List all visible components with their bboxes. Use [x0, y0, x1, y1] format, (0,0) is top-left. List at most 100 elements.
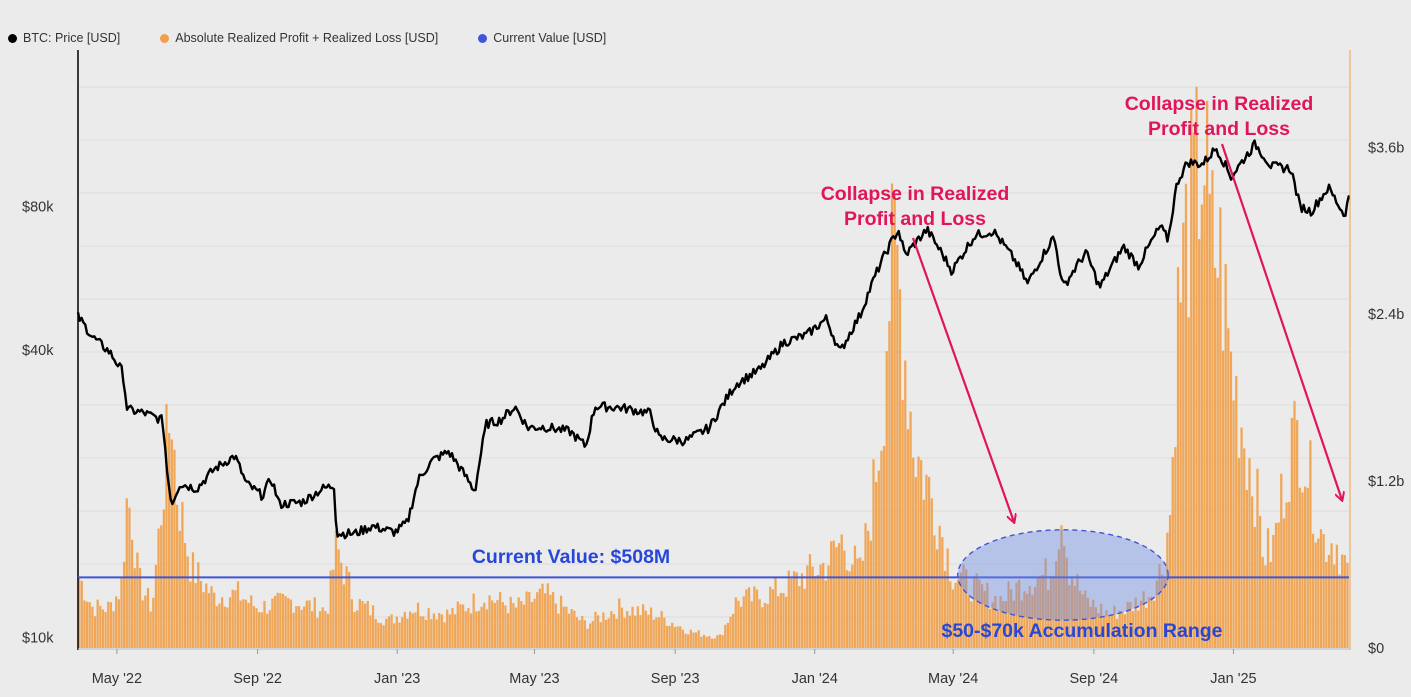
realized-pl-bar	[512, 603, 515, 648]
realized-pl-bar	[104, 612, 107, 648]
realized-pl-bar	[1245, 490, 1248, 648]
legend-item-2[interactable]: Current Value [USD]	[478, 31, 606, 45]
realized-pl-bar	[594, 611, 597, 648]
realized-pl-bar	[718, 634, 722, 648]
realized-pl-bar	[742, 596, 745, 648]
realized-pl-bar	[1243, 448, 1246, 648]
realized-pl-bar	[922, 499, 925, 648]
realized-pl-bar	[475, 611, 478, 648]
realized-pl-bar	[1100, 603, 1103, 648]
realized-pl-bar	[557, 613, 560, 648]
realized-pl-bar	[363, 603, 367, 648]
realized-pl-bar	[618, 598, 621, 648]
realized-pl-bar	[1158, 564, 1161, 648]
realized-pl-bar	[835, 547, 838, 648]
realized-pl-bar	[1277, 522, 1280, 648]
x-tick-label: May '24	[928, 671, 978, 687]
realized-pl-bar	[567, 613, 571, 648]
realized-pl-bar	[115, 596, 118, 648]
realized-pl-bar	[957, 579, 960, 648]
realized-pl-bar	[1314, 542, 1317, 648]
realized-pl-bar	[480, 606, 483, 648]
realized-pl-bar	[562, 606, 565, 648]
realized-pl-bar	[885, 351, 888, 648]
realized-pl-bar	[1317, 538, 1320, 648]
realized-pl-bar	[602, 612, 605, 648]
realized-pl-bar	[1060, 525, 1063, 648]
realized-pl-bar	[281, 594, 285, 648]
realized-pl-bar	[912, 457, 915, 648]
realized-pl-bar	[530, 602, 534, 648]
realized-pl-bar	[353, 612, 356, 648]
realized-pl-bar	[991, 602, 994, 648]
realized-pl-bar	[583, 620, 586, 648]
realized-pl-bar	[1044, 558, 1047, 648]
realized-pl-bar	[464, 611, 467, 648]
realized-pl-bar	[101, 609, 105, 648]
realized-pl-bar	[109, 602, 113, 648]
realized-pl-bar	[1028, 586, 1031, 648]
realized-pl-bar	[419, 616, 422, 648]
realized-pl-bar	[612, 614, 616, 648]
realized-pl-bar	[761, 607, 764, 648]
realized-pl-bar	[620, 607, 624, 648]
x-tick-label: May '22	[92, 671, 142, 687]
realized-pl-bar	[1036, 577, 1039, 648]
collapse-arrow-1	[911, 237, 1014, 522]
realized-pl-bar	[152, 597, 155, 648]
realized-pl-bar	[369, 615, 372, 648]
realized-pl-bar	[861, 560, 865, 648]
legend-item-1[interactable]: Absolute Realized Profit + Realized Loss…	[160, 31, 438, 45]
realized-pl-bar	[120, 578, 123, 648]
realized-pl-bar	[220, 597, 224, 648]
realized-pl-bar	[443, 622, 446, 648]
realized-pl-bar	[538, 588, 541, 648]
realized-pl-bar	[1303, 486, 1307, 648]
realized-pl-bar	[628, 615, 632, 648]
realized-pl-bar	[753, 586, 756, 648]
legend-label: BTC: Price [USD]	[23, 31, 121, 45]
collapse-annotation-1: Profit and Loss	[844, 208, 986, 230]
realized-pl-bar	[1182, 222, 1185, 648]
realized-pl-bar	[830, 541, 833, 648]
realized-pl-bar	[1076, 574, 1079, 648]
realized-pl-bar	[877, 470, 880, 648]
realized-pl-bar	[1341, 554, 1344, 648]
realized-pl-bar	[374, 619, 377, 648]
realized-pl-bar	[311, 611, 314, 648]
realized-pl-bar	[822, 562, 825, 648]
realized-pl-bar	[438, 613, 441, 648]
realized-pl-bar	[1290, 417, 1293, 648]
realized-pl-bar	[350, 599, 353, 648]
realized-pl-bar	[107, 601, 110, 648]
realized-pl-bar	[1232, 400, 1235, 648]
realized-pl-bar	[194, 583, 197, 648]
realized-pl-bar	[162, 509, 165, 648]
realized-pl-bar	[649, 607, 653, 648]
legend: BTC: Price [USD] Absolute Realized Profit…	[8, 29, 606, 47]
legend-item-0[interactable]: BTC: Price [USD]	[8, 31, 120, 45]
realized-pl-bar	[665, 625, 669, 648]
realized-pl-bar	[207, 593, 210, 648]
realized-pl-bar	[525, 591, 528, 648]
realized-pl-bar	[573, 610, 576, 648]
realized-pl-bar	[80, 580, 83, 648]
realized-pl-bar	[1192, 132, 1196, 649]
realized-pl-bar	[313, 597, 316, 648]
realized-pl-bar	[506, 613, 510, 648]
realized-pl-bar	[631, 606, 634, 648]
realized-pl-bar	[361, 601, 364, 648]
realized-pl-bar	[988, 608, 992, 648]
realized-pl-bar	[546, 583, 549, 648]
realized-pl-bar	[1031, 594, 1034, 648]
realized-pl-bar	[356, 610, 359, 648]
realized-pl-bar	[1094, 607, 1098, 648]
realized-pl-bar	[837, 543, 841, 648]
realized-pl-bar	[1187, 317, 1190, 648]
realized-pl-bar	[1063, 546, 1066, 648]
realized-pl-bar	[168, 433, 171, 648]
realized-pl-bar	[337, 549, 340, 648]
realized-pl-bar	[255, 608, 258, 648]
realized-pl-bar	[197, 562, 200, 648]
realized-pl-bar	[867, 530, 870, 648]
